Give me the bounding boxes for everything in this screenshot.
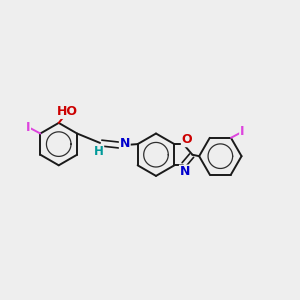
- Text: N: N: [180, 165, 190, 178]
- Text: H: H: [94, 145, 103, 158]
- Text: HO: HO: [56, 105, 77, 118]
- Text: I: I: [26, 121, 30, 134]
- Text: I: I: [240, 125, 244, 138]
- Text: N: N: [120, 137, 130, 150]
- Text: O: O: [182, 134, 192, 146]
